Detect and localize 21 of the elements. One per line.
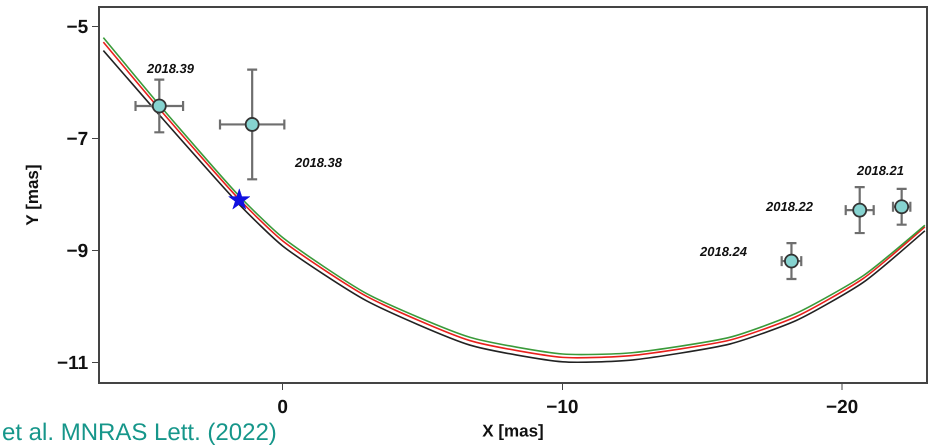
y-tick-label: −5 (66, 17, 89, 38)
annotation: 2018.38 (294, 155, 343, 170)
point (228, 188, 250, 210)
y-axis-title: Y [mas] (23, 164, 42, 226)
point (152, 98, 167, 114)
x-axis-title: X [mas] (482, 422, 544, 441)
annotation: 2018.22 (765, 199, 814, 214)
point (244, 117, 260, 132)
annotation: 2018.24 (699, 244, 748, 259)
x-tick-label: −10 (546, 396, 578, 418)
annotation: 2018.21 (856, 163, 904, 178)
x-tick-label: 0 (277, 396, 288, 418)
y-tick-label: −7 (66, 129, 88, 150)
annotation: 2018.39 (146, 61, 195, 76)
point (852, 202, 868, 218)
x-tick-label: −20 (826, 396, 858, 418)
text: et al. MNRAS Lett. (2022) (2, 419, 277, 446)
y-tick-label: −9 (66, 241, 88, 262)
point (784, 254, 799, 268)
y-tick-label: −11 (57, 353, 89, 374)
point (894, 199, 910, 214)
